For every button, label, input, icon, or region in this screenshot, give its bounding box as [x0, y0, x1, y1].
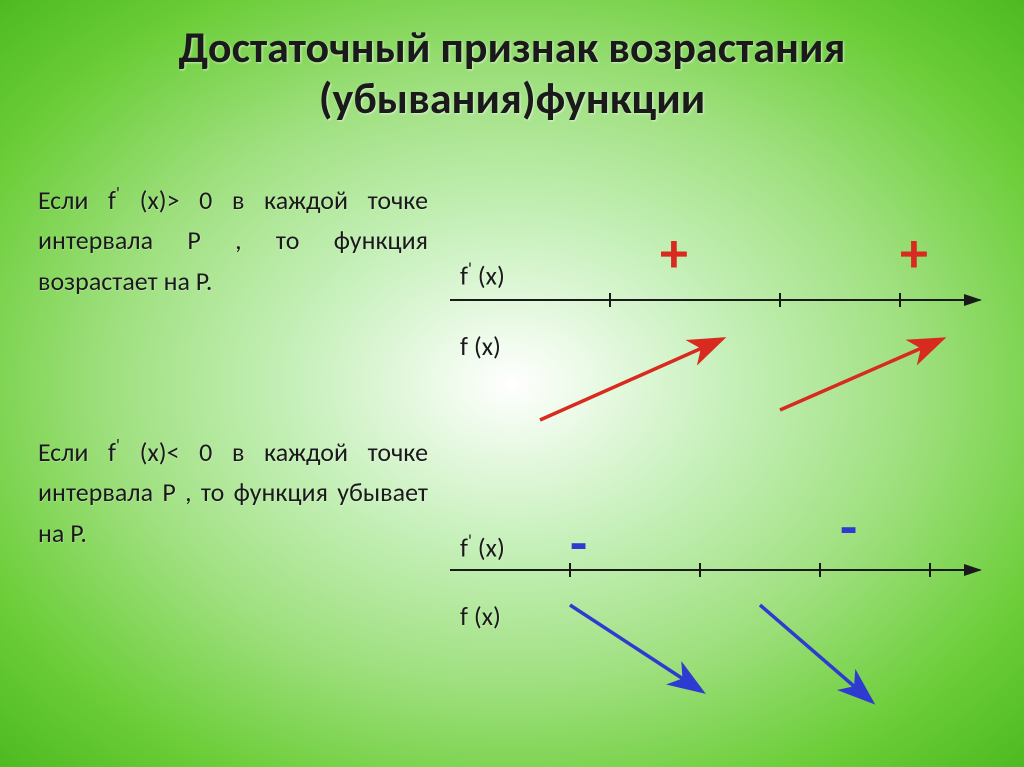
label-f-prime: f' (x)	[460, 530, 505, 564]
plus-sign: +	[900, 220, 928, 288]
condition-decreasing: Если f' (x)< 0 в каждой точке интервала …	[38, 432, 428, 553]
diagram-decreasing-svg	[440, 500, 1000, 710]
label-f: f (x)	[460, 330, 501, 362]
minus-sign: -	[570, 510, 587, 578]
title-line2: (убывания)функции	[319, 71, 705, 125]
label-f: f (x)	[460, 600, 501, 632]
page-title: Достаточный признак возрастания (убывани…	[0, 0, 1024, 123]
diagram-increasing: f' (x)f (x)++	[440, 230, 1000, 440]
direction-arrow	[570, 605, 700, 690]
title-line1: Достаточный признак возрастания	[179, 20, 846, 74]
diagram-decreasing: f' (x)f (x)--	[440, 500, 1000, 710]
direction-arrow	[540, 340, 720, 420]
plus-sign: +	[660, 220, 688, 288]
label-f-prime: f' (x)	[460, 258, 505, 292]
condition-increasing: Если f' (x)> 0 в каждой точке интервала …	[38, 180, 428, 301]
minus-sign: -	[840, 494, 857, 562]
direction-arrow	[780, 340, 940, 410]
direction-arrow	[760, 605, 870, 700]
